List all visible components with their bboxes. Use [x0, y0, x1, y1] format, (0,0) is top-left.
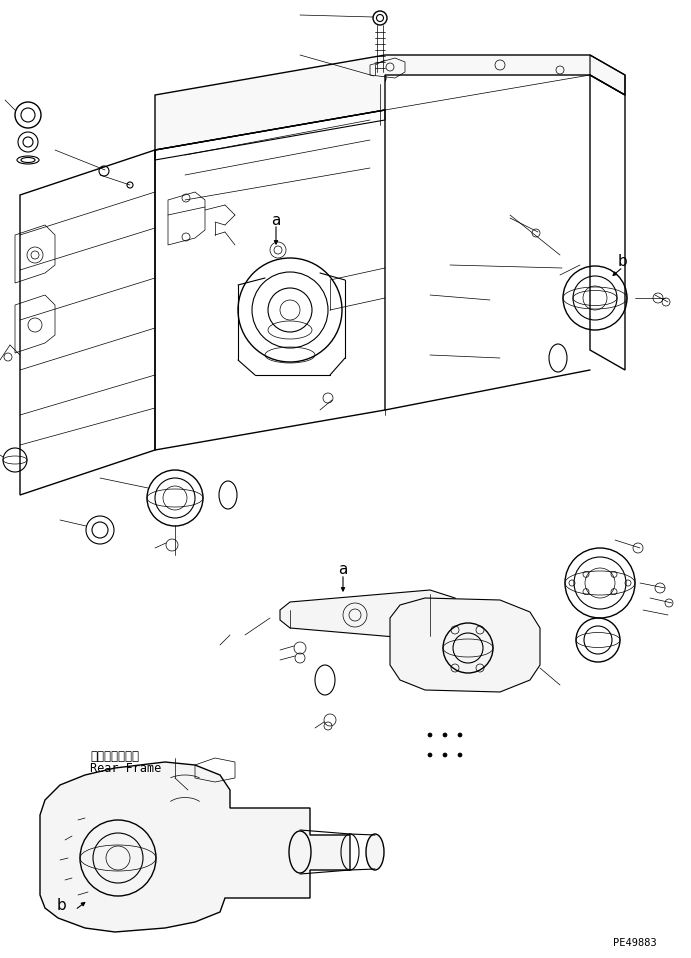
- Polygon shape: [280, 590, 460, 640]
- Circle shape: [458, 733, 462, 737]
- Text: b: b: [618, 255, 628, 269]
- Polygon shape: [390, 598, 540, 692]
- Text: リヤーフレーム: リヤーフレーム: [90, 750, 139, 763]
- Text: a: a: [339, 562, 348, 578]
- Circle shape: [458, 753, 462, 757]
- Text: a: a: [272, 213, 281, 227]
- Polygon shape: [155, 55, 625, 150]
- Text: PE49883: PE49883: [613, 938, 656, 948]
- Polygon shape: [40, 762, 350, 932]
- Text: b: b: [57, 898, 67, 913]
- Text: Rear Frame: Rear Frame: [90, 762, 161, 775]
- Circle shape: [428, 733, 432, 737]
- Circle shape: [443, 753, 447, 757]
- Circle shape: [443, 733, 447, 737]
- Ellipse shape: [366, 834, 384, 870]
- Circle shape: [428, 753, 432, 757]
